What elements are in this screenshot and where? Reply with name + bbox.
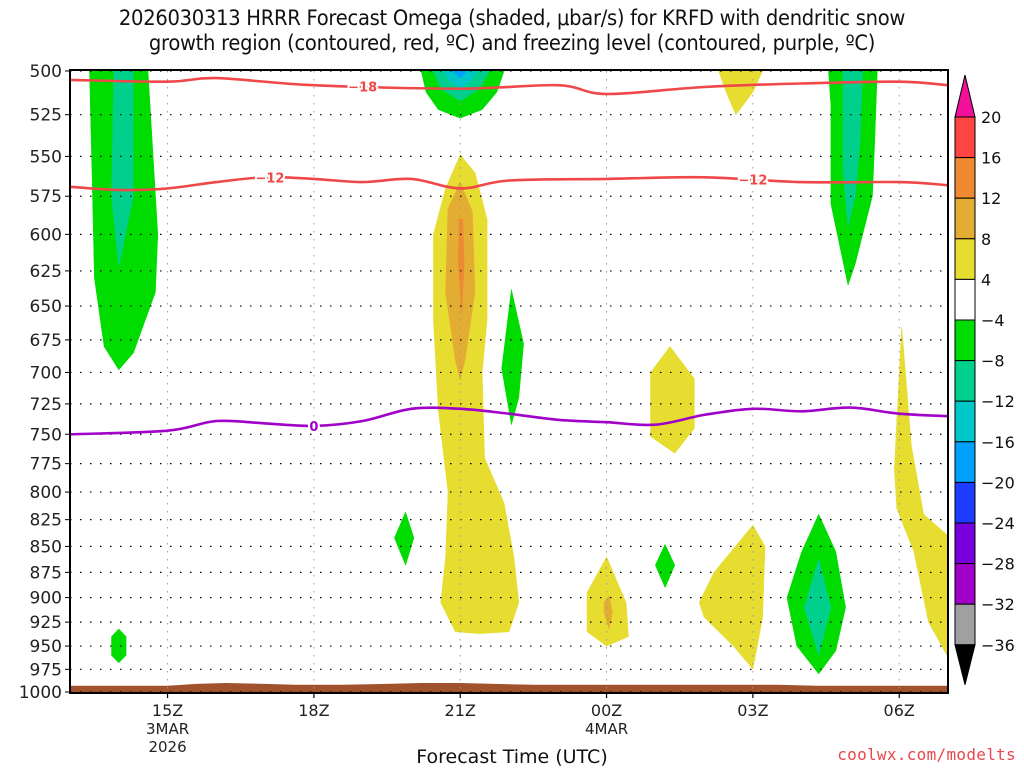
colorbar-swatch: [954, 278, 976, 321]
colorbar-swatch: [954, 522, 976, 565]
omega-region: [894, 326, 948, 658]
title-line-1: 2026030313 HRRR Forecast Omega (shaded, …: [118, 6, 906, 30]
colorbar-label: 20: [981, 108, 1001, 127]
omega-shading: [89, 70, 948, 675]
terrain-fill: [70, 683, 948, 693]
colorbar-label: −24: [981, 514, 1015, 533]
y-tick-label: 650: [30, 297, 62, 317]
colorbar-swatch: [954, 319, 976, 362]
x-tick-label: 18Z: [298, 701, 329, 720]
omega-region: [655, 544, 676, 588]
colorbar-label: 8: [981, 230, 991, 249]
colorbar-label: 16: [981, 149, 1001, 168]
omega-region: [698, 524, 766, 670]
x-tick-label: 15Z: [152, 701, 183, 720]
y-tick-label: 950: [30, 637, 62, 657]
colorbar-swatch: [954, 481, 976, 524]
y-tick-label: 600: [30, 225, 62, 245]
colorbar-swatch: [954, 400, 976, 443]
contour-label: −12: [738, 174, 767, 189]
contour-line: [70, 406, 948, 436]
colorbar-swatch: [954, 603, 976, 646]
y-tick-label: 775: [30, 455, 62, 475]
x-axis-label: Forecast Time (UTC): [416, 746, 608, 768]
y-tick-label: 575: [30, 187, 62, 207]
y-tick-label: 975: [30, 660, 62, 680]
colorbar-swatch: [954, 238, 976, 280]
y-tick-label: 925: [30, 613, 62, 633]
colorbar-label: −36: [981, 636, 1015, 655]
contour-label: −12: [255, 171, 284, 186]
colorbar: 20 16 12 8 4 −4 −8 −12 −16 −20 −24 −28 −32 −36: [954, 74, 1015, 685]
x-tick-sublabel: 4MAR: [585, 720, 628, 738]
colorbar-swatch: [954, 360, 976, 402]
y-tick-label: 850: [30, 537, 62, 557]
title-line-2: growth region (contoured, red, ºC) and f…: [148, 31, 876, 55]
y-tick-label: 875: [30, 563, 62, 583]
x-tick-label: 00Z: [591, 701, 622, 720]
colorbar-label: −20: [981, 473, 1015, 492]
y-tick-label: 750: [30, 425, 62, 445]
y-tick-label: 700: [30, 363, 62, 383]
x-tick-label: 21Z: [445, 701, 476, 720]
chart-title: 2026030313 HRRR Forecast Omega (shaded, …: [36, 6, 988, 56]
colorbar-swatch: [954, 116, 976, 159]
y-tick-label: 825: [30, 511, 62, 531]
y-tick-label: 500: [30, 62, 62, 82]
omega-region: [394, 511, 415, 566]
colorbar-bottom-arrow: [954, 644, 976, 685]
contour-line: [70, 175, 948, 192]
y-tick-label: 800: [30, 483, 62, 503]
y-tick-label: 675: [30, 331, 62, 351]
omega-region: [803, 558, 832, 656]
y-tick-label: 625: [30, 262, 62, 282]
omega-region: [650, 346, 695, 454]
colorbar-label: −4: [981, 311, 1005, 330]
omega-region: [501, 289, 524, 425]
contour-label: 0: [309, 420, 318, 435]
colorbar-label: 12: [981, 189, 1001, 208]
colorbar-label: −32: [981, 595, 1015, 614]
y-tick-label: 550: [30, 147, 62, 167]
colorbar-swatch: [954, 157, 976, 199]
omega-region: [603, 595, 613, 630]
colorbar-label: 4: [981, 270, 991, 289]
y-tick-label: 725: [30, 395, 62, 415]
contour-label: −18: [348, 80, 377, 95]
x-tick-label: 03Z: [737, 701, 768, 720]
colorbar-label: −8: [981, 352, 1005, 371]
y-tick-label: 1000: [19, 683, 62, 703]
omega-region: [718, 70, 763, 115]
colorbar-label: −28: [981, 555, 1015, 574]
y-axis: 500 525 550 575 600 625 650 675 700 725 750 775 800 8…: [19, 62, 70, 703]
contour-line: [70, 76, 948, 96]
colorbar-swatch: [954, 441, 976, 483]
colorbar-label: −16: [981, 433, 1015, 452]
omega-region: [111, 628, 127, 664]
omega-region: [458, 219, 465, 314]
plot-frame: [69, 69, 949, 694]
colorbar-swatch: [954, 563, 976, 605]
x-tick-sublabel: 2026: [148, 738, 186, 756]
x-tick-sublabel: 3MAR: [146, 720, 189, 738]
x-tick-label: 06Z: [884, 701, 915, 720]
colorbar-label: −12: [981, 392, 1015, 411]
contours: −18 −12 −12 0: [70, 76, 948, 437]
colorbar-swatch: [954, 197, 976, 240]
colorbar-top-arrow: [954, 74, 976, 118]
y-tick-label: 525: [30, 106, 62, 126]
terrain: [70, 683, 948, 693]
credit-link[interactable]: coolwx.com/modelts: [837, 745, 1016, 764]
y-tick-label: 900: [30, 589, 62, 609]
